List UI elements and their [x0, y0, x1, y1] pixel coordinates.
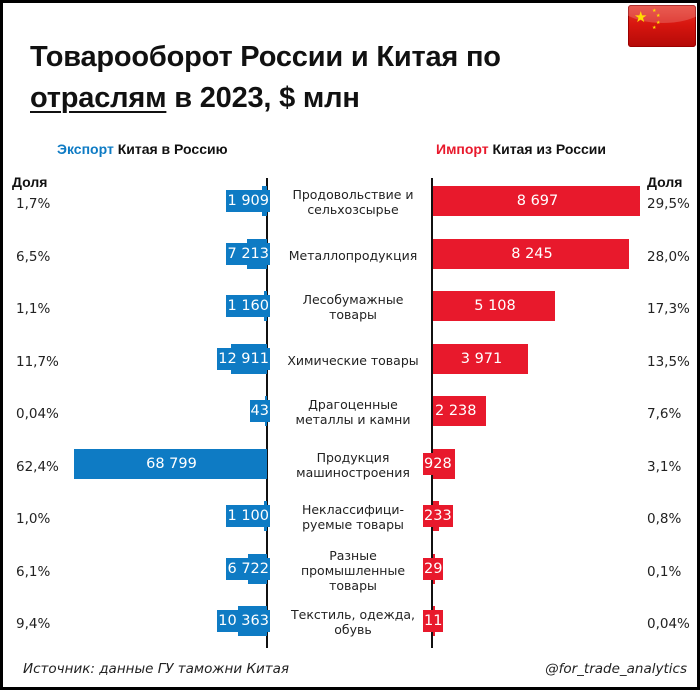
export-bar: [74, 449, 267, 479]
import-bar: [433, 344, 528, 374]
export-value-label: 1 909: [226, 190, 270, 212]
export-share: 9,4%: [16, 616, 51, 632]
title-underlined-word: отраслям: [30, 82, 167, 114]
export-share-header: Доля: [12, 174, 48, 190]
export-share: 62,4%: [16, 459, 59, 475]
export-value-label: 1 100: [226, 505, 270, 527]
author-handle: @for_trade_analytics: [545, 661, 687, 677]
infographic-canvas: Товарооборот России и Китая по отраслям …: [3, 3, 697, 687]
category-label: Металлопродукция: [288, 247, 418, 263]
import-value-label: 8 697: [516, 193, 559, 209]
category-label: Драгоценные металлы и камни: [295, 397, 411, 427]
category-label: Продукция машиностроения: [296, 450, 410, 480]
export-value-label: 43: [249, 400, 270, 422]
export-value-label: 6 722: [226, 558, 270, 580]
import-accent: Импорт: [436, 141, 489, 157]
import-share-header: Доля: [647, 174, 683, 190]
chart-row: 1,1% 1 160 Лесобумажные товары 5 108 17,3%: [3, 291, 697, 346]
export-share: 11,7%: [16, 354, 59, 370]
chart-row: 1,0% 1 100 Неклассифици- руемые товары 233 0…: [3, 501, 697, 556]
export-value-label: 12 911: [217, 348, 270, 370]
export-share: 6,5%: [16, 249, 51, 265]
chart-row: 1,7% 1 909 Продовольствие и сельхозсырье 8 …: [3, 186, 697, 241]
import-bar: [433, 186, 640, 216]
export-accent: Экспорт: [57, 141, 114, 157]
category-label: Продовольствие и сельхозсырье: [292, 187, 414, 217]
import-value-label: 3 971: [460, 351, 503, 367]
import-share: 13,5%: [647, 354, 690, 370]
export-share: 1,1%: [16, 301, 51, 317]
chart-row: 6,1% 6 722 Разные промышленные товары 29 0,1…: [3, 548, 697, 609]
title-line-1: Товарооборот России и Китая по: [30, 41, 501, 73]
category-label: Химические товары: [287, 352, 419, 368]
import-bar: [433, 239, 629, 269]
import-share: 29,5%: [647, 196, 690, 212]
import-share: 0,1%: [647, 564, 682, 580]
import-bar: [433, 291, 555, 321]
export-share: 6,1%: [16, 564, 51, 580]
export-value-label: 1 160: [226, 295, 270, 317]
import-share: 28,0%: [647, 249, 690, 265]
source-note: Источник: данные ГУ таможни Китая: [23, 661, 290, 677]
page-title: Товарооборот России и Китая по отраслям …: [30, 37, 501, 119]
import-value-label: 928: [423, 453, 453, 475]
import-value-label: 8 245: [511, 246, 553, 262]
import-share: 0,04%: [647, 616, 690, 632]
chart-row: 0,04% 43 Драгоценные металлы и камни 2 238 7…: [3, 396, 697, 451]
import-share: 0,8%: [647, 511, 682, 527]
import-heading: Импорт Китая из России: [436, 141, 606, 157]
chart-row: 6,5% 7 213 Металлопродукция 8 245 28,0%: [3, 239, 697, 294]
import-value-label: 2 238: [434, 400, 478, 422]
export-share: 0,04%: [16, 406, 59, 422]
export-value-label: 68 799: [146, 456, 197, 472]
export-value-label: 7 213: [226, 243, 270, 265]
title-line-2: отраслям в 2023, $ млн: [30, 78, 501, 119]
export-share: 1,0%: [16, 511, 51, 527]
import-value-label: 233: [423, 505, 453, 527]
category-label: Разные промышленные товары: [300, 547, 406, 593]
export-value-label: 10 363: [217, 610, 270, 632]
export-share: 1,7%: [16, 196, 51, 212]
import-share: 17,3%: [647, 301, 690, 317]
import-axis-line: [431, 178, 433, 648]
china-flag-icon: ★ ★ ★ ★ ★: [628, 5, 696, 47]
export-heading: Экспорт Китая в Россию: [57, 141, 228, 157]
import-share: 3,1%: [647, 459, 682, 475]
title-rest: в 2023, $ млн: [166, 82, 360, 114]
import-value-label: 5 108: [474, 298, 516, 314]
import-value-label: 29: [423, 558, 444, 580]
chart-row: 62,4% 68 799 Продукция машиностроения 928 3,…: [3, 449, 697, 504]
chart-row: 11,7% 12 911 Химические товары 3 971 13,5%: [3, 344, 697, 399]
import-share: 7,6%: [647, 406, 682, 422]
chart-row: 9,4% 10 363 Текстиль, одежда, обувь 11 0,04%: [3, 606, 697, 661]
category-label: Текстиль, одежда, обувь: [291, 607, 415, 637]
category-label: Лесобумажные товары: [302, 292, 404, 322]
category-label: Неклассифици- руемые товары: [301, 502, 405, 532]
import-value-label: 11: [423, 610, 444, 632]
